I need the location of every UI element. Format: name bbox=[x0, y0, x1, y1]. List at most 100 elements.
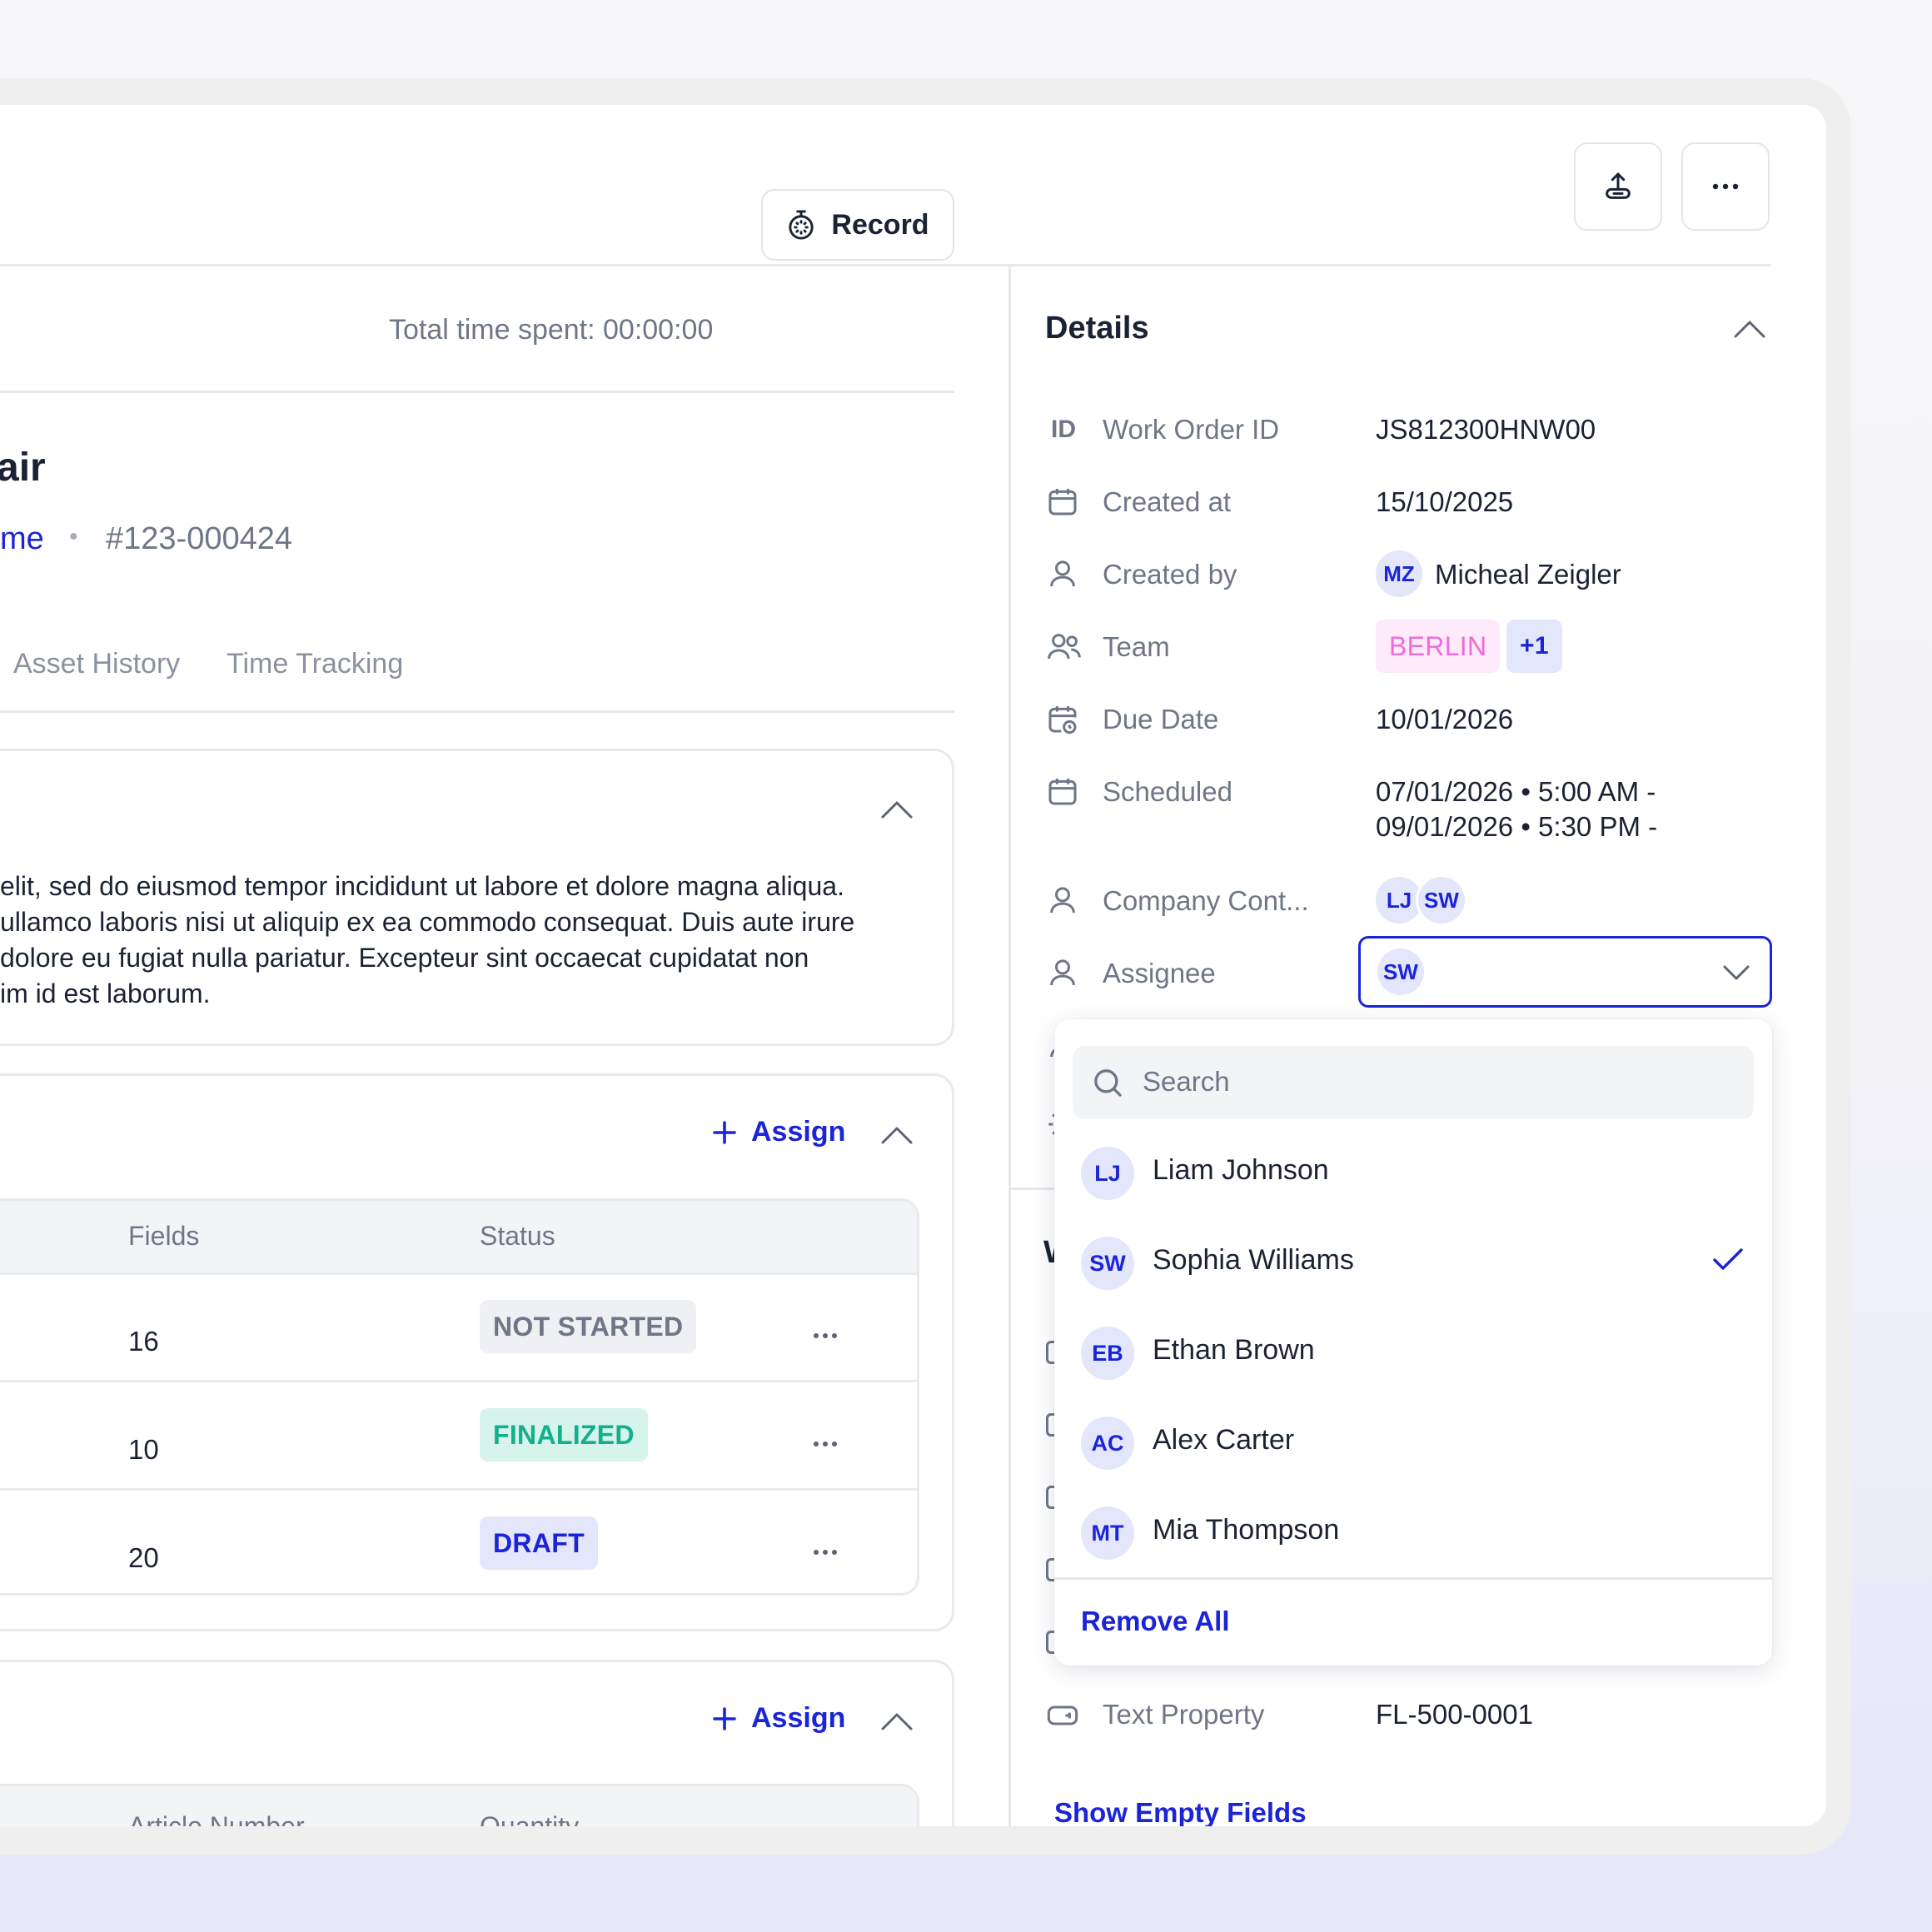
created-at-label: Created at bbox=[1103, 486, 1232, 517]
table-header bbox=[0, 1201, 917, 1272]
description-card bbox=[0, 749, 954, 1046]
avatar: LJ bbox=[1376, 877, 1422, 924]
option-name: Alex Carter bbox=[1153, 1424, 1295, 1456]
calendar-clock-icon bbox=[1048, 706, 1077, 734]
avatar: AC bbox=[1081, 1417, 1134, 1470]
chevron-up-icon[interactable] bbox=[880, 799, 914, 819]
status-badge: FINALIZED bbox=[480, 1408, 648, 1461]
assign-parts-button[interactable]: Assign bbox=[710, 1702, 845, 1735]
meta-separator: • bbox=[69, 523, 78, 550]
record-label: Record bbox=[831, 208, 929, 241]
created-at-value: 15/10/2025 bbox=[1376, 486, 1514, 517]
chevron-up-icon[interactable] bbox=[880, 1711, 914, 1731]
fields-count: 10 bbox=[128, 1434, 159, 1465]
option-name: Ethan Brown bbox=[1153, 1334, 1315, 1366]
work-order-title: air bbox=[0, 446, 46, 490]
export-upload-icon bbox=[1606, 172, 1631, 199]
work-order-id-value: JS812300HNW00 bbox=[1376, 414, 1596, 445]
remove-all-button[interactable]: Remove All bbox=[1081, 1606, 1230, 1636]
more-options-button[interactable] bbox=[1681, 142, 1770, 231]
description-line: ullamco laboris nisi ut aliquip ex ea co… bbox=[0, 907, 855, 937]
team-tag: BERLIN bbox=[1376, 620, 1501, 673]
avatar: MT bbox=[1081, 1506, 1134, 1560]
fields-count: 20 bbox=[128, 1542, 159, 1573]
total-time-spent: Total time spent: 00:00:00 bbox=[389, 314, 714, 346]
tab-time-tracking[interactable]: Time Tracking bbox=[227, 648, 404, 680]
row-divider bbox=[0, 1380, 917, 1382]
row-more-icon[interactable] bbox=[813, 1314, 838, 1347]
avatar: SW bbox=[1377, 949, 1424, 995]
fields-count: 16 bbox=[128, 1326, 159, 1357]
forms-table: Fields Status 16 NOT STARTED 10 FINALIZE… bbox=[0, 1198, 919, 1596]
export-button[interactable] bbox=[1574, 142, 1662, 231]
assignee-option-mia-thompson[interactable]: MT Mia Thompson bbox=[1054, 1496, 1772, 1571]
hidden-row-icon bbox=[1046, 1631, 1054, 1654]
due-date-value: 10/01/2026 bbox=[1376, 704, 1514, 734]
tabs-divider bbox=[0, 710, 954, 713]
column-header-quantity: Quantity bbox=[480, 1811, 580, 1826]
description-line: dolore eu fugiat nulla pariatur. Excepte… bbox=[0, 943, 809, 973]
checkmark-icon bbox=[1713, 1248, 1743, 1270]
show-empty-fields-link[interactable]: Show Empty Fields bbox=[1054, 1797, 1307, 1826]
asset-link[interactable]: me bbox=[0, 521, 44, 556]
scheduled-label: Scheduled bbox=[1103, 776, 1232, 807]
panel-divider bbox=[1008, 266, 1011, 1826]
tab-asset-history[interactable]: Asset History bbox=[13, 648, 181, 680]
team-icon bbox=[1048, 634, 1081, 660]
header-divider bbox=[0, 264, 1771, 266]
plus-icon bbox=[713, 1706, 736, 1730]
calendar-icon bbox=[1048, 489, 1077, 515]
text-property-label: Text Property bbox=[1103, 1699, 1265, 1730]
user-icon bbox=[1050, 887, 1075, 914]
window-clip: Total time spent: 00:00:00 Record air me… bbox=[0, 105, 1826, 1826]
chevron-down-icon bbox=[1723, 965, 1750, 980]
created-by-value: Micheal Zeigler bbox=[1435, 559, 1621, 590]
status-badge: DRAFT bbox=[480, 1516, 598, 1570]
parts-table: Article Number Quantity bbox=[0, 1784, 919, 1826]
option-name: Mia Thompson bbox=[1153, 1514, 1340, 1546]
team-more-badge[interactable]: +1 bbox=[1506, 620, 1562, 673]
hidden-row-icon bbox=[1046, 1413, 1054, 1437]
work-order-id-label: Work Order ID bbox=[1103, 414, 1280, 445]
column-header-fields: Fields bbox=[128, 1221, 200, 1251]
record-button[interactable]: Record bbox=[761, 189, 954, 261]
toolbar-divider bbox=[0, 391, 954, 393]
hidden-row-icon bbox=[1046, 1486, 1054, 1509]
details-title: Details bbox=[1045, 311, 1149, 346]
assignee-option-liam-johnson[interactable]: LJ Liam Johnson bbox=[1054, 1136, 1772, 1211]
assignee-label: Assignee bbox=[1103, 958, 1216, 988]
chevron-up-icon[interactable] bbox=[1733, 319, 1766, 339]
due-date-label: Due Date bbox=[1103, 704, 1219, 734]
assign-button[interactable]: Assign bbox=[710, 1116, 845, 1148]
option-name: Liam Johnson bbox=[1153, 1154, 1329, 1186]
column-header-status: Status bbox=[480, 1221, 555, 1251]
section-divider bbox=[1011, 1188, 1061, 1190]
row-divider bbox=[0, 1272, 917, 1275]
chevron-up-icon[interactable] bbox=[880, 1125, 914, 1145]
assignee-option-sophia-williams[interactable]: SW Sophia Williams bbox=[1054, 1226, 1772, 1301]
company-contact-label: Company Cont... bbox=[1103, 885, 1309, 916]
search-icon bbox=[1094, 1069, 1122, 1097]
scheduled-start: 07/01/2026 • 5:00 AM - bbox=[1376, 776, 1656, 807]
avatar: SW bbox=[1418, 877, 1465, 924]
calendar-icon bbox=[1048, 779, 1077, 805]
text-field-icon bbox=[1047, 1705, 1078, 1725]
assign-label: Assign bbox=[751, 1702, 846, 1734]
row-more-icon[interactable] bbox=[813, 1531, 838, 1563]
assignee-option-ethan-brown[interactable]: EB Ethan Brown bbox=[1054, 1316, 1772, 1391]
assign-label: Assign bbox=[751, 1116, 846, 1148]
assignee-option-alex-carter[interactable]: AC Alex Carter bbox=[1054, 1406, 1772, 1481]
section-title-fragment: W bbox=[1043, 1235, 1055, 1271]
hidden-row-icon bbox=[1046, 1558, 1054, 1581]
more-horizontal-icon bbox=[1712, 183, 1739, 190]
description-line: im id est laborum. bbox=[0, 978, 211, 1008]
column-header-article-number: Article Number bbox=[128, 1811, 305, 1826]
assignee-select[interactable]: SW bbox=[1358, 936, 1772, 1008]
row-divider bbox=[0, 1488, 917, 1491]
avatar: EB bbox=[1081, 1327, 1134, 1380]
search-input[interactable]: Search bbox=[1073, 1046, 1754, 1119]
row-more-icon[interactable] bbox=[813, 1422, 838, 1455]
stopwatch-icon bbox=[789, 210, 814, 240]
plus-icon bbox=[713, 1120, 736, 1144]
